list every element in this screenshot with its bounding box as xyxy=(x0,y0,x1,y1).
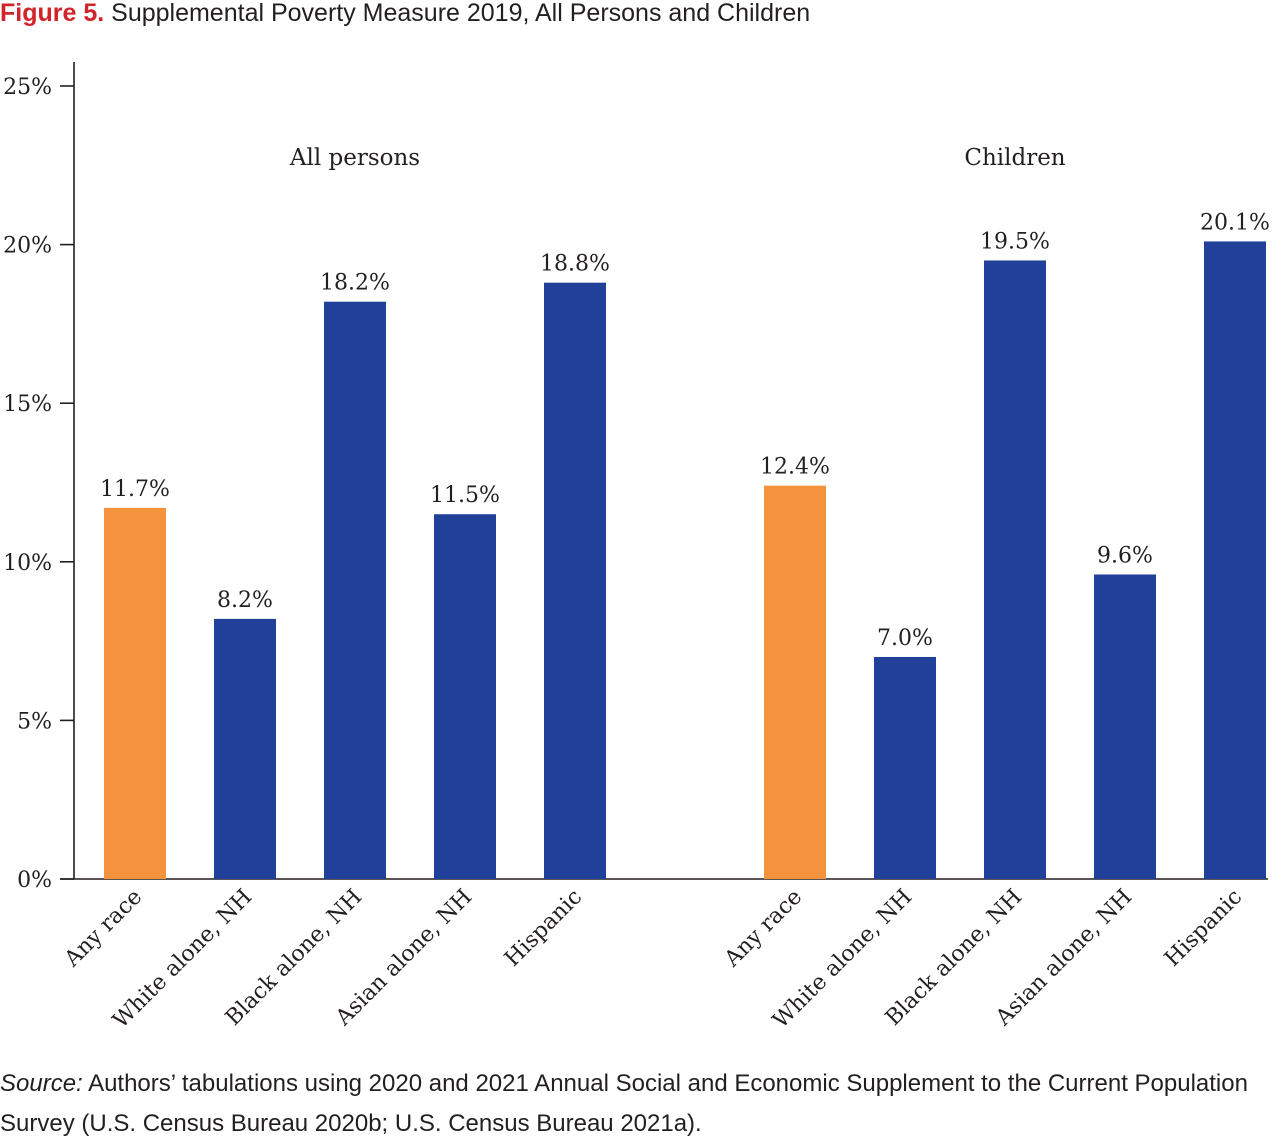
data-label: 8.2% xyxy=(217,588,273,613)
bar xyxy=(874,656,936,879)
bar xyxy=(104,507,166,879)
bar xyxy=(984,260,1046,880)
category-label: Any race xyxy=(719,885,807,973)
figure-title-text: Supplemental Poverty Measure 2019, All P… xyxy=(111,0,811,27)
bar-chart: 0% 5% 10% 15% 20% 25% All persons 11.7% Any race… xyxy=(3,62,1270,1034)
category-label: Hispanic xyxy=(1160,885,1247,972)
y-tick-label: 20% xyxy=(3,234,52,259)
data-label: 12.4% xyxy=(760,455,830,480)
data-label: 18.2% xyxy=(320,271,390,296)
data-label: 9.6% xyxy=(1097,543,1153,568)
y-tick-label: 10% xyxy=(3,551,52,576)
source-label: Source: xyxy=(0,1070,83,1097)
y-tick-label: 0% xyxy=(17,868,52,893)
y-tick-label: 15% xyxy=(3,392,52,417)
data-label: 7.0% xyxy=(877,626,933,651)
y-tick-label: 25% xyxy=(3,75,52,100)
bar xyxy=(1204,241,1266,880)
data-label: 11.7% xyxy=(100,477,170,502)
source-note: Source: Authors’ tabulations using 2020 … xyxy=(0,1064,1280,1144)
bar xyxy=(544,282,606,879)
figure-title: Figure 5. Supplemental Poverty Measure 2… xyxy=(0,0,1280,30)
source-text: Authors’ tabulations using 2020 and 2021… xyxy=(0,1070,1248,1137)
data-label: 11.5% xyxy=(430,483,500,508)
category-label: Any race xyxy=(59,885,147,973)
data-label: 18.8% xyxy=(540,252,610,277)
bar xyxy=(324,301,386,879)
bar xyxy=(214,618,276,879)
data-label: 19.5% xyxy=(980,229,1050,254)
bar xyxy=(434,514,496,879)
category-label: Hispanic xyxy=(500,885,587,972)
bar xyxy=(764,485,826,879)
figure-label: Figure 5. xyxy=(0,0,105,27)
bar xyxy=(1094,574,1156,879)
group-title: Children xyxy=(964,145,1065,171)
group-title: All persons xyxy=(289,145,420,171)
data-label: 20.1% xyxy=(1200,210,1270,235)
y-tick-label: 5% xyxy=(17,709,52,734)
